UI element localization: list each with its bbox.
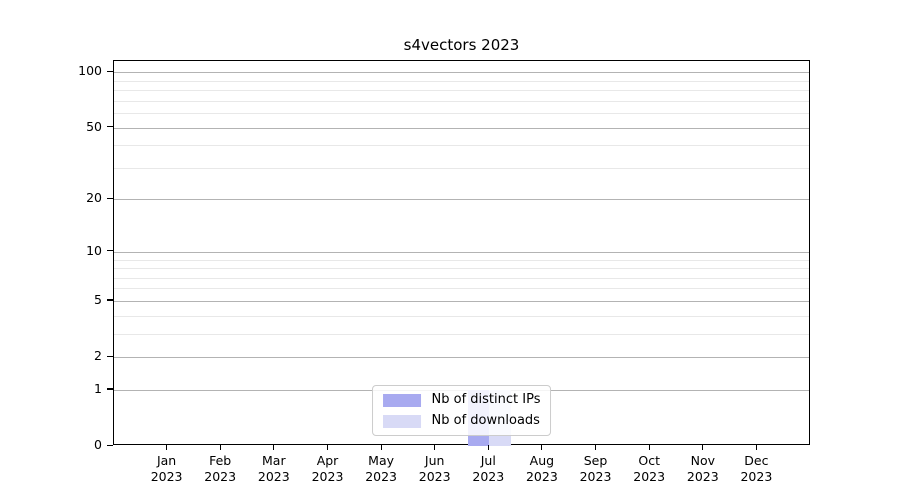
x-tick-label: Apr 2023 [300, 453, 356, 484]
x-tick-year: 2023 [257, 468, 290, 484]
x-tick-label: Nov 2023 [675, 453, 731, 484]
x-tick-mark [380, 445, 382, 450]
gridline-major [114, 357, 809, 358]
gridline-minor [114, 333, 809, 335]
gridline-major [114, 127, 809, 129]
x-tick-month: Jan [156, 453, 177, 468]
gridline-major [114, 199, 809, 201]
x-tick-label: Mar 2023 [246, 453, 302, 484]
x-tick-month: Feb [209, 453, 232, 468]
gridline-major [114, 300, 809, 302]
x-tick-year: 2023 [686, 468, 719, 484]
x-tick-month: Sep [583, 453, 608, 468]
x-tick-year: 2023 [418, 468, 451, 484]
plot-area: Nb of distinct IPs Nb of downloads [113, 60, 810, 446]
x-tick-month: May [368, 453, 395, 468]
x-tick-label: Feb 2023 [192, 453, 248, 484]
x-tick-month: Mar [262, 453, 286, 468]
gridline-minor [114, 90, 809, 92]
x-tick-mark [487, 445, 489, 450]
y-tick-label: 100 [78, 63, 102, 79]
gridline-minor [114, 167, 809, 169]
y-tick-mark [107, 299, 113, 301]
x-tick-month: Aug [529, 453, 555, 468]
x-tick-month: Dec [744, 453, 769, 468]
x-tick-label: Dec 2023 [728, 453, 784, 484]
gridline-minor [114, 288, 809, 290]
x-tick-mark [326, 445, 329, 450]
gridline-minor [114, 268, 809, 269]
gridline-minor [114, 100, 809, 102]
x-tick-year: 2023 [150, 468, 183, 484]
x-tick-year: 2023 [204, 468, 237, 484]
x-tick-mark [755, 445, 757, 450]
legend-swatch [382, 393, 421, 407]
x-tick-label: May 2023 [353, 453, 409, 484]
x-tick-mark [648, 445, 650, 450]
x-tick-year: 2023 [633, 468, 666, 484]
legend-swatch [382, 414, 421, 428]
y-tick-label: 1 [94, 380, 102, 396]
x-tick-label: Jun 2023 [407, 453, 463, 484]
y-tick-label: 10 [86, 242, 102, 258]
x-tick-month: Jul [480, 453, 496, 468]
y-tick-mark [107, 70, 113, 72]
gridline-minor [114, 145, 809, 147]
y-tick-label: 5 [94, 291, 102, 307]
y-tick-label: 0 [94, 437, 102, 452]
x-tick-month: Nov [690, 453, 715, 468]
legend-entry: Nb of distinct IPs [382, 392, 541, 408]
x-tick-mark [702, 445, 704, 450]
x-tick-mark [219, 445, 221, 450]
y-tick-mark [107, 388, 113, 390]
x-tick-mark [541, 445, 543, 450]
y-tick-mark [107, 197, 113, 200]
x-tick-month: Apr [316, 453, 339, 468]
x-tick-mark [594, 445, 597, 450]
y-axis: 0 1 2 5 10 20 50 100 [0, 60, 113, 452]
x-tick-year: 2023 [472, 468, 505, 484]
x-tick-year: 2023 [740, 468, 773, 484]
legend-label: Nb of distinct IPs [431, 392, 541, 407]
y-tick-label: 2 [94, 348, 102, 363]
y-tick-mark [107, 444, 113, 446]
x-tick-label: Aug 2023 [514, 453, 570, 484]
y-tick-mark [107, 355, 113, 357]
x-tick-label: Jan 2023 [139, 453, 195, 484]
x-tick-year: 2023 [579, 468, 612, 484]
x-tick-year: 2023 [311, 468, 344, 484]
gridline-minor [114, 113, 809, 115]
x-tick-year: 2023 [525, 468, 558, 484]
y-tick-mark [107, 250, 113, 252]
chart-title: s4vectors 2023 [403, 36, 520, 54]
x-tick-label: Sep 2023 [568, 453, 624, 484]
x-tick-month: Jun [424, 453, 445, 468]
x-tick-label: Jul 2023 [460, 453, 516, 484]
x-tick-label: Oct 2023 [621, 453, 677, 484]
x-tick-mark [166, 445, 168, 450]
y-tick-label: 50 [86, 118, 102, 134]
gridline-minor [114, 315, 809, 317]
y-tick-mark [107, 126, 113, 128]
gridline-minor [114, 259, 809, 261]
legend-label: Nb of downloads [431, 413, 540, 428]
gridline-minor [114, 277, 809, 279]
legend: Nb of distinct IPs Nb of downloads [371, 385, 552, 436]
x-tick-year: 2023 [365, 468, 397, 484]
gridline-minor [114, 80, 809, 82]
y-tick-label: 20 [86, 190, 102, 206]
legend-entry: Nb of downloads [382, 413, 541, 429]
x-tick-mark [273, 445, 275, 450]
x-axis: Jan 2023 Feb 2023 Mar 2023 Apr 2023 May 2023 Jun 20… [113, 445, 810, 500]
gridline-major [114, 251, 809, 253]
x-tick-mark [434, 445, 436, 450]
x-tick-month: Oct [638, 453, 660, 468]
gridline-major [114, 72, 809, 74]
